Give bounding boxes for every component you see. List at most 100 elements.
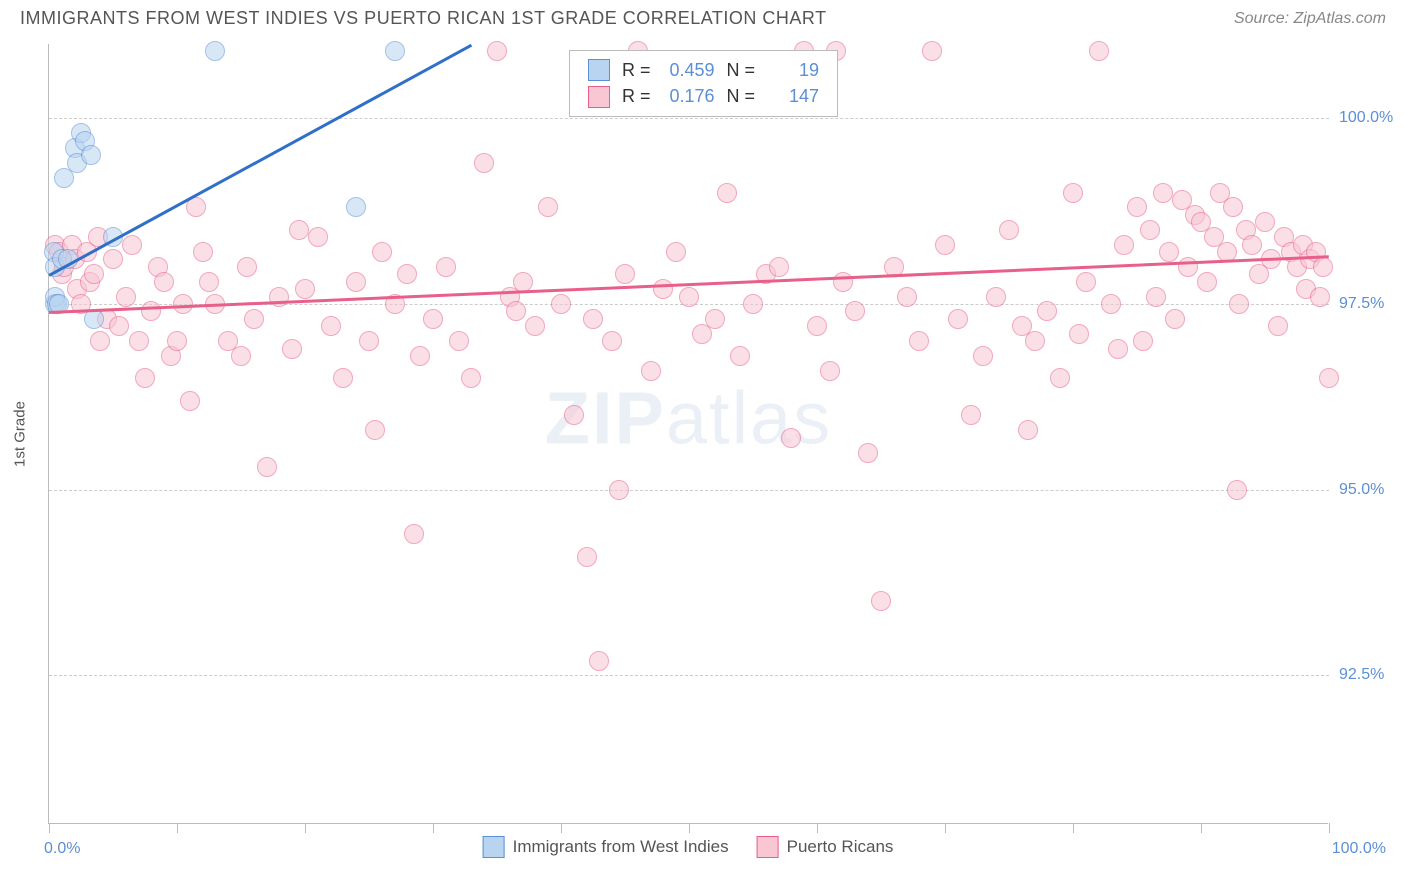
data-point (513, 272, 533, 292)
data-point (1089, 41, 1109, 61)
x-tick (945, 823, 946, 833)
gridline-h (49, 490, 1329, 491)
x-tick (689, 823, 690, 833)
data-point (1223, 197, 1243, 217)
x-tick (1201, 823, 1202, 833)
data-point (1114, 235, 1134, 255)
x-max-label: 100.0% (1332, 840, 1386, 858)
data-point (199, 272, 219, 292)
data-point (180, 391, 200, 411)
data-point (1165, 309, 1185, 329)
data-point (237, 257, 257, 277)
data-point (359, 331, 379, 351)
data-point (538, 197, 558, 217)
data-point (1133, 331, 1153, 351)
data-point (186, 197, 206, 217)
data-point (116, 287, 136, 307)
data-point (333, 368, 353, 388)
r-label: R = (616, 57, 657, 83)
data-point (1227, 480, 1247, 500)
data-point (346, 197, 366, 217)
data-point (1153, 183, 1173, 203)
x-min-label: 0.0% (44, 840, 80, 858)
data-point (372, 242, 392, 262)
data-point (103, 249, 123, 269)
data-point (743, 294, 763, 314)
x-tick (817, 823, 818, 833)
gridline-h (49, 118, 1329, 119)
data-point (1313, 257, 1333, 277)
data-point (589, 651, 609, 671)
data-point (346, 272, 366, 292)
data-point (1018, 420, 1038, 440)
data-point (973, 346, 993, 366)
data-point (84, 264, 104, 284)
y-grid-label: 100.0% (1339, 109, 1393, 127)
data-point (167, 331, 187, 351)
x-tick (1073, 823, 1074, 833)
data-point (666, 242, 686, 262)
legend-swatch-icon (757, 836, 779, 858)
data-point (90, 331, 110, 351)
plot-container: 1st Grade ZIPatlas 92.5%95.0%97.5%100.0%… (48, 44, 1328, 824)
data-point (282, 339, 302, 359)
data-point (948, 309, 968, 329)
data-point (1069, 324, 1089, 344)
data-point (1101, 294, 1121, 314)
x-tick (305, 823, 306, 833)
data-point (81, 145, 101, 165)
data-point (487, 41, 507, 61)
watermark: ZIPatlas (545, 375, 832, 460)
data-point (615, 264, 635, 284)
x-tick (177, 823, 178, 833)
data-point (1050, 368, 1070, 388)
data-point (845, 301, 865, 321)
data-point (244, 309, 264, 329)
data-point (1159, 242, 1179, 262)
stats-legend: R =0.459N =19R =0.176N =147 (569, 50, 838, 117)
data-point (308, 227, 328, 247)
data-point (436, 257, 456, 277)
data-point (858, 443, 878, 463)
data-point (653, 279, 673, 299)
data-point (1319, 368, 1339, 388)
r-value: 0.459 (663, 60, 715, 81)
data-point (205, 41, 225, 61)
n-label: N = (721, 57, 762, 83)
data-point (781, 428, 801, 448)
data-point (1127, 197, 1147, 217)
data-point (410, 346, 430, 366)
data-point (871, 591, 891, 611)
data-point (404, 524, 424, 544)
data-point (1076, 272, 1096, 292)
n-value: 147 (767, 86, 819, 107)
data-point (1025, 331, 1045, 351)
data-point (385, 41, 405, 61)
data-point (129, 331, 149, 351)
data-point (289, 220, 309, 240)
data-point (609, 480, 629, 500)
data-point (257, 457, 277, 477)
data-point (154, 272, 174, 292)
x-tick (1329, 823, 1330, 833)
data-point (1063, 183, 1083, 203)
y-axis-label: 1st Grade (12, 401, 29, 467)
data-point (807, 316, 827, 336)
n-label: N = (721, 83, 762, 109)
plot-area: ZIPatlas 92.5%95.0%97.5%100.0%R =0.459N … (48, 44, 1328, 824)
data-point (231, 346, 251, 366)
data-point (922, 41, 942, 61)
data-point (1037, 301, 1057, 321)
legend-item-west-indies: Immigrants from West Indies (483, 836, 729, 858)
data-point (365, 420, 385, 440)
source-attribution: Source: ZipAtlas.com (1234, 10, 1386, 28)
data-point (321, 316, 341, 336)
data-point (1108, 339, 1128, 359)
data-point (423, 309, 443, 329)
data-point (769, 257, 789, 277)
data-point (295, 279, 315, 299)
y-grid-label: 97.5% (1339, 295, 1384, 313)
data-point (1242, 235, 1262, 255)
data-point (602, 331, 622, 351)
data-point (679, 287, 699, 307)
